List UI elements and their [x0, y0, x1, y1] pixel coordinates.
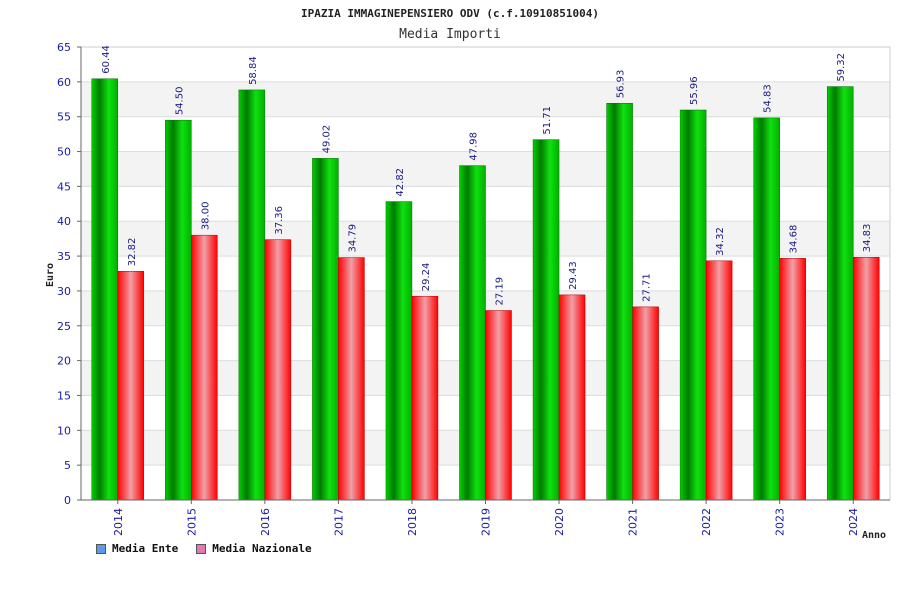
x-tick-label: 2016	[259, 508, 272, 536]
data-label: 34.68	[789, 225, 800, 254]
x-axis: 2014 2015 2016 2017 2018 2019 2020 2021 2022 2023…	[81, 499, 890, 536]
data-label: 54.50	[174, 87, 185, 116]
bar-media-ente-2018	[385, 201, 413, 501]
y-axis-label: Euro	[45, 263, 56, 287]
y-tick-label: 50	[57, 146, 71, 159]
legend-item-media-ente: Media Ente	[96, 542, 178, 555]
legend-swatch-media-nazionale	[196, 543, 207, 554]
x-tick-label: 2022	[700, 508, 713, 536]
bar-media-nazionale-2021	[632, 306, 659, 501]
bar-media-ente-2014	[91, 78, 119, 501]
bar-media-nazionale-2014	[117, 271, 145, 501]
grid-band	[81, 81, 890, 117]
data-label: 27.19	[495, 277, 506, 306]
bar-media-nazionale-2020	[558, 294, 586, 501]
data-label: 58.84	[248, 56, 259, 85]
x-tick-label: 2024	[847, 508, 860, 536]
bar-media-ente-2020	[532, 139, 560, 501]
data-label: 34.79	[347, 224, 358, 253]
data-label: 59.32	[836, 53, 847, 82]
bars: 60.44 32.82 54.50 38.00 58.84 37.36 49.02 34.79…	[91, 45, 880, 501]
y-tick-label: 55	[57, 111, 71, 124]
data-label: 51.71	[542, 106, 553, 135]
y-axis: 0 5 10 15 20 25 30 35 40 45 50 55 60 65	[57, 41, 82, 507]
x-tick-label: 2023	[774, 508, 787, 536]
y-tick-label: 65	[57, 41, 71, 54]
x-tick-label: 2021	[627, 508, 640, 536]
data-label: 38.00	[200, 202, 211, 231]
data-label: 27.71	[642, 273, 653, 302]
bar-media-ente-2021	[606, 102, 633, 501]
data-label: 54.83	[763, 84, 774, 113]
data-label: 37.36	[274, 206, 285, 235]
y-tick-label: 5	[64, 459, 71, 472]
data-label: 29.43	[568, 261, 579, 290]
y-tick-label: 60	[57, 76, 71, 89]
y-tick-label: 20	[57, 355, 71, 368]
x-tick-label: 2020	[553, 508, 566, 536]
x-tick-label: 2017	[332, 508, 345, 536]
data-label: 60.44	[101, 45, 112, 74]
data-label: 34.32	[715, 227, 726, 256]
bar-media-ente-2022	[679, 109, 707, 501]
x-tick-label: 2019	[480, 508, 493, 536]
bar-media-nazionale-2016	[264, 239, 292, 501]
bar-media-ente-2019	[459, 165, 486, 501]
x-tick-label: 2015	[185, 508, 198, 536]
y-tick-label: 40	[57, 215, 71, 228]
y-tick-label: 25	[57, 320, 71, 333]
data-label: 42.82	[395, 168, 406, 197]
legend-item-media-nazionale: Media Nazionale	[196, 542, 312, 555]
legend-swatch-media-ente	[96, 543, 106, 554]
data-label: 56.93	[616, 70, 627, 99]
data-label: 55.96	[689, 76, 700, 105]
data-label: 49.02	[321, 125, 332, 154]
y-tick-label: 35	[57, 250, 71, 263]
y-tick-label: 30	[57, 285, 71, 298]
x-tick-label: 2018	[406, 508, 419, 536]
bar-media-ente-2023	[753, 117, 780, 501]
y-tick-label: 15	[57, 389, 71, 402]
y-tick-label: 10	[57, 424, 71, 437]
bar-media-ente-2017	[312, 158, 339, 501]
legend-label-media-nazionale: Media Nazionale	[212, 542, 312, 555]
data-label: 34.83	[862, 224, 873, 253]
bar-media-nazionale-2015	[191, 234, 218, 501]
bar-media-ente-2024	[826, 86, 854, 501]
bar-media-nazionale-2023	[779, 258, 806, 501]
data-label: 29.24	[421, 263, 432, 292]
grid-band	[81, 47, 890, 82]
bar-media-nazionale-2024	[852, 257, 880, 501]
bar-media-ente-2015	[165, 119, 192, 501]
data-label: 47.98	[469, 132, 480, 161]
legend: Media Ente Media Nazionale	[96, 542, 312, 555]
legend-label-media-ente: Media Ente	[112, 542, 179, 555]
chart-title: IPAZIA IMMAGINEPENSIERO ODV (c.f.1091085…	[301, 7, 599, 20]
y-tick-label: 45	[57, 180, 71, 193]
x-axis-label: Anno	[862, 530, 886, 541]
x-tick-label: 2014	[112, 508, 125, 536]
bar-media-nazionale-2018	[411, 295, 439, 501]
bar-media-ente-2016	[238, 89, 266, 501]
bar-media-nazionale-2017	[338, 257, 365, 501]
bar-media-nazionale-2019	[485, 310, 512, 501]
chart-subtitle: Media Importi	[399, 27, 501, 42]
y-tick-label: 0	[64, 494, 71, 507]
data-label: 32.82	[127, 238, 138, 267]
bar-media-nazionale-2022	[705, 260, 733, 501]
